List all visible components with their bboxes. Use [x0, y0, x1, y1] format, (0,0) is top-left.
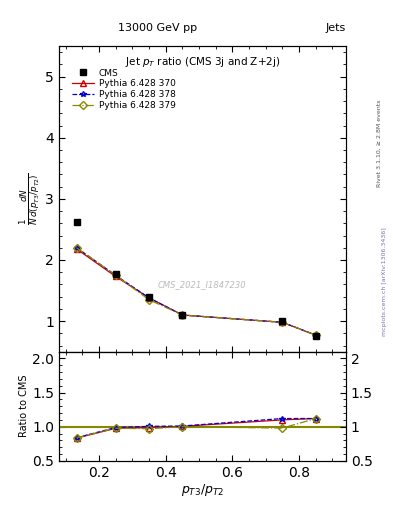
Pythia 6.428 379	[113, 272, 118, 279]
Pythia 6.428 370	[74, 246, 79, 252]
CMS	[74, 219, 79, 225]
Text: 13000 GeV pp: 13000 GeV pp	[118, 23, 197, 33]
Pythia 6.428 378	[314, 332, 318, 338]
Pythia 6.428 379	[314, 332, 318, 338]
Pythia 6.428 378	[74, 245, 79, 251]
Pythia 6.428 370	[314, 332, 318, 338]
Text: CMS_2021_I1847230: CMS_2021_I1847230	[158, 280, 247, 289]
Pythia 6.428 370	[113, 273, 118, 280]
Text: Jet $p_{T}$ ratio (CMS 3j and Z+2j): Jet $p_{T}$ ratio (CMS 3j and Z+2j)	[125, 55, 280, 69]
CMS	[113, 271, 118, 277]
Pythia 6.428 379	[74, 245, 79, 251]
Legend: CMS, Pythia 6.428 370, Pythia 6.428 378, Pythia 6.428 379: CMS, Pythia 6.428 370, Pythia 6.428 378,…	[69, 66, 178, 113]
Line: CMS: CMS	[73, 219, 319, 340]
Line: Pythia 6.428 378: Pythia 6.428 378	[74, 245, 319, 338]
Line: Pythia 6.428 379: Pythia 6.428 379	[74, 245, 319, 338]
Y-axis label: Ratio to CMS: Ratio to CMS	[19, 375, 29, 437]
Pythia 6.428 379	[180, 312, 185, 318]
Text: Rivet 3.1.10, ≥ 2.8M events: Rivet 3.1.10, ≥ 2.8M events	[377, 100, 382, 187]
Pythia 6.428 378	[113, 272, 118, 279]
Y-axis label: $\frac{1}{N}\frac{dN}{d(p_{T3}/p_{T2})}$: $\frac{1}{N}\frac{dN}{d(p_{T3}/p_{T2})}$	[18, 173, 42, 225]
Pythia 6.428 370	[180, 312, 185, 318]
Pythia 6.428 370	[280, 319, 285, 326]
Text: Jets: Jets	[325, 23, 346, 33]
Pythia 6.428 379	[280, 319, 285, 326]
CMS	[147, 293, 151, 300]
X-axis label: $p_{T3}/p_{T2}$: $p_{T3}/p_{T2}$	[181, 482, 224, 499]
CMS	[180, 312, 185, 318]
Line: Pythia 6.428 370: Pythia 6.428 370	[74, 246, 319, 338]
Pythia 6.428 378	[280, 319, 285, 326]
Pythia 6.428 378	[147, 295, 151, 301]
CMS	[280, 318, 285, 324]
Text: mcplots.cern.ch [arXiv:1306.3436]: mcplots.cern.ch [arXiv:1306.3436]	[382, 227, 387, 336]
CMS	[314, 333, 318, 339]
Pythia 6.428 370	[147, 295, 151, 301]
Pythia 6.428 379	[147, 296, 151, 303]
Pythia 6.428 378	[180, 312, 185, 318]
